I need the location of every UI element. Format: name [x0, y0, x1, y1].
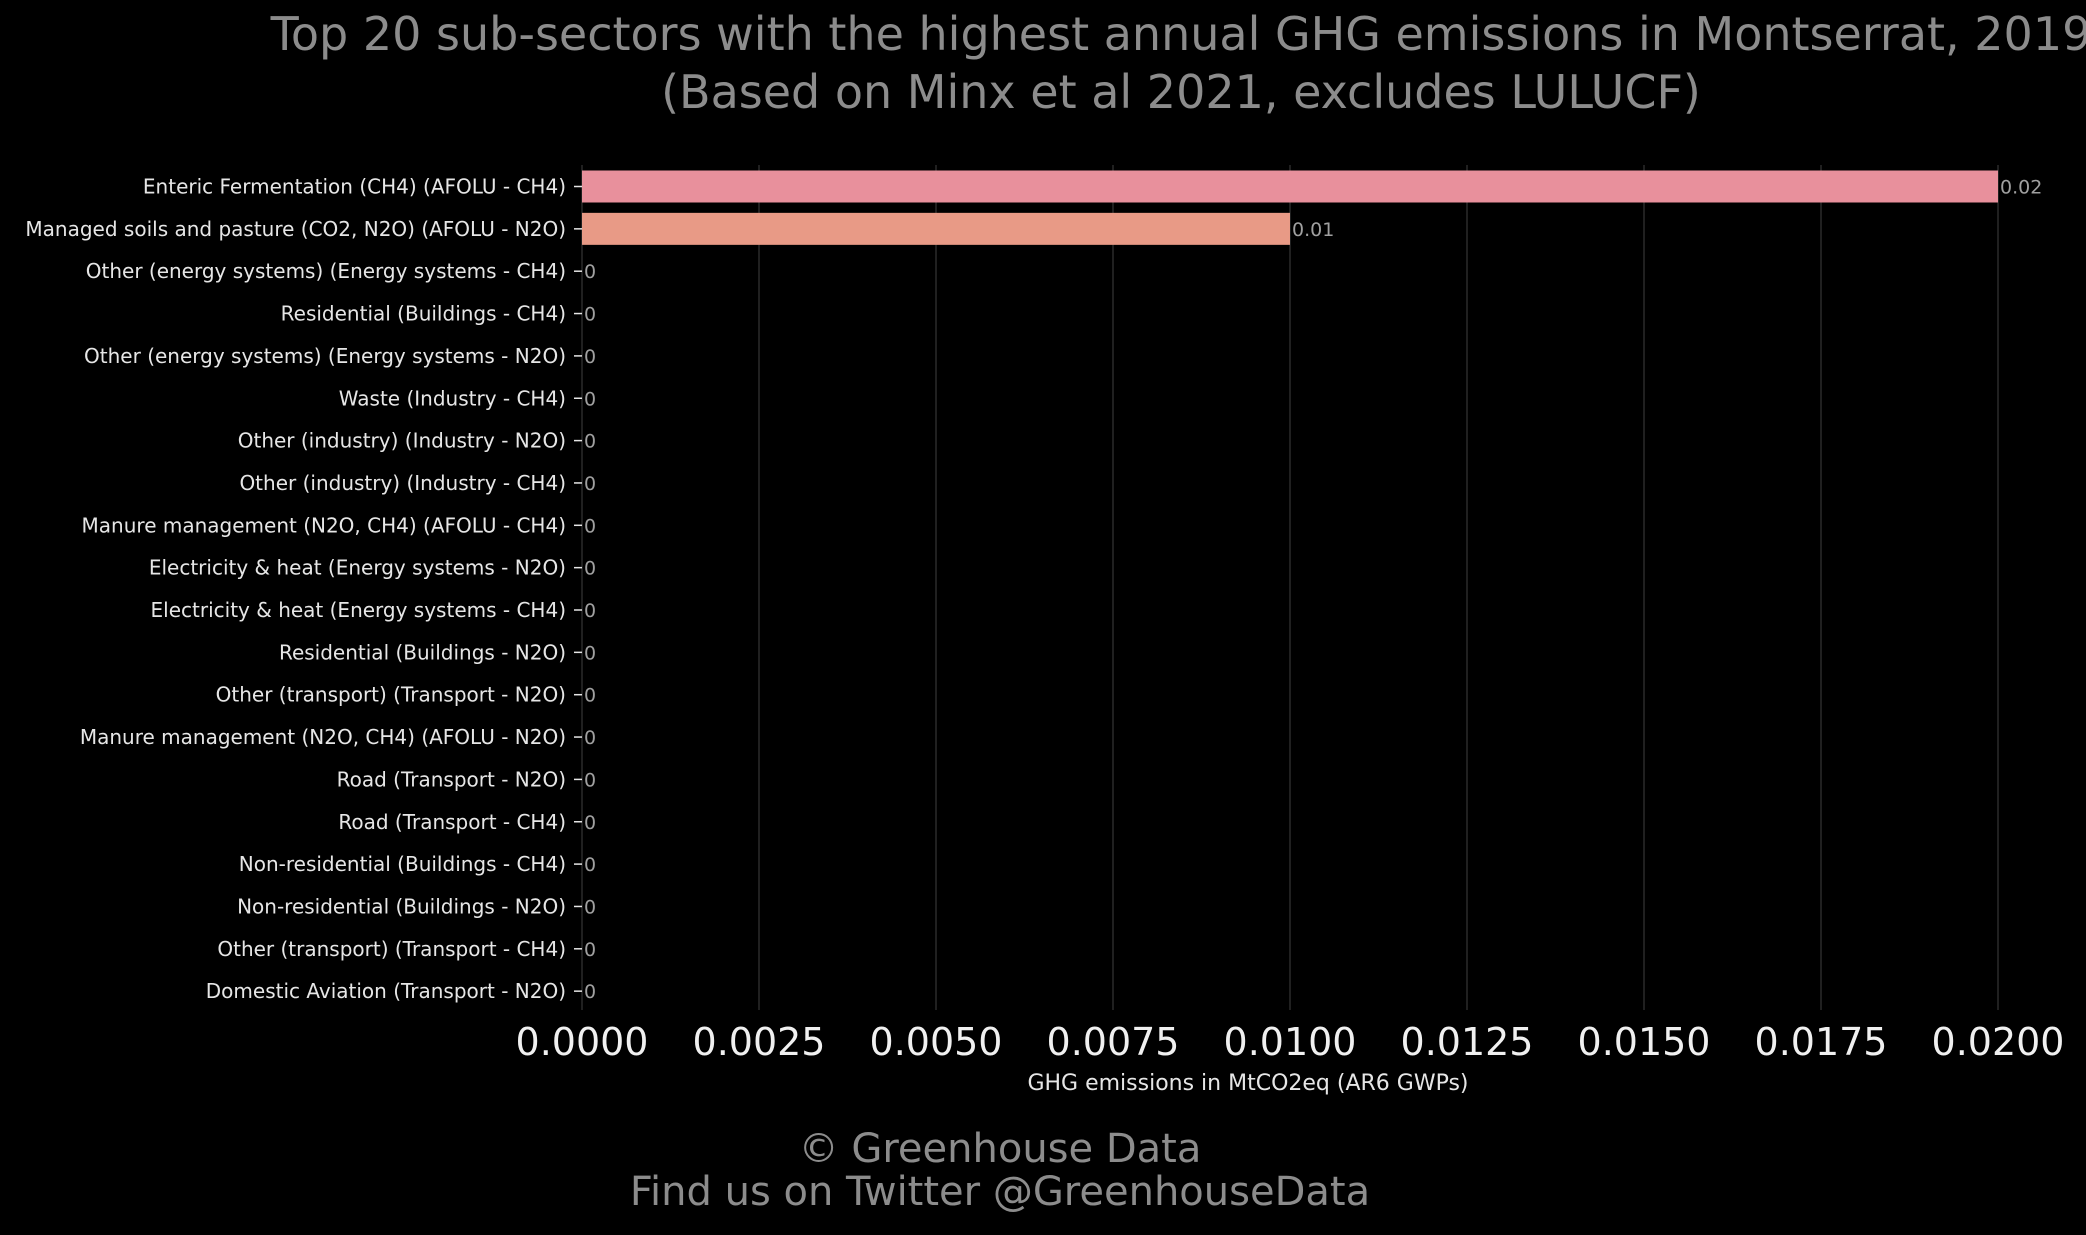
value-label: 0 [584, 642, 596, 664]
x-axis-ticks: 0.0000 0.0025 0.0050 0.0075 0.0100 0.0125 0.01… [516, 1020, 2065, 1064]
value-label: 0 [584, 896, 596, 918]
category-label: Managed soils and pasture (CO2, N2O) (AF… [25, 217, 566, 241]
value-label: 0 [584, 558, 596, 580]
value-label: 0 [584, 431, 596, 453]
category-label: Non-residential (Buildings - CH4) [239, 852, 566, 876]
value-label: 0 [584, 727, 596, 749]
category-label: Electricity & heat (Energy systems - N2O… [149, 556, 566, 580]
x-tick-label: 0.0125 [1401, 1020, 1534, 1064]
bar [582, 212, 1290, 245]
footer-twitter: Find us on Twitter @GreenhouseData [630, 1169, 1370, 1215]
value-label: 0.02 [2000, 177, 2042, 199]
value-label: 0 [584, 261, 596, 283]
value-label: 0 [584, 685, 596, 707]
category-label: Residential (Buildings - CH4) [281, 302, 566, 326]
value-labels: 0.02 0.01 0 0 0 0 0 0 0 0 0 0 0 0 0 0 0 0 0 0 [584, 177, 2042, 1004]
category-label: Other (transport) (Transport - CH4) [217, 937, 566, 961]
value-label: 0 [584, 939, 596, 961]
x-tick-label: 0.0000 [516, 1020, 649, 1064]
value-label: 0 [584, 981, 596, 1003]
category-label: Residential (Buildings - N2O) [279, 640, 566, 664]
value-label: 0 [584, 388, 596, 410]
x-axis-label: GHG emissions in MtCO2eq (AR6 GWPs) [1027, 1071, 1468, 1096]
category-label: Other (industry) (Industry - N2O) [238, 429, 566, 453]
category-label: Domestic Aviation (Transport - N2O) [206, 979, 566, 1003]
chart-subtitle: (Based on Minx et al 2021, excludes LULU… [661, 65, 1701, 119]
bars [582, 170, 1998, 245]
x-tick-label: 0.0050 [870, 1020, 1003, 1064]
value-label: 0 [584, 515, 596, 537]
category-label: Other (industry) (Industry - CH4) [239, 471, 566, 495]
x-tick-label: 0.0150 [1578, 1020, 1711, 1064]
value-label: 0 [584, 600, 596, 622]
category-label: Enteric Fermentation (CH4) (AFOLU - CH4) [143, 175, 566, 199]
category-label: Other (transport) (Transport - N2O) [216, 683, 566, 707]
category-label: Electricity & heat (Energy systems - CH4… [151, 598, 566, 622]
category-label: Manure management (N2O, CH4) (AFOLU - N2… [80, 725, 566, 749]
chart-title: Top 20 sub-sectors with the highest annu… [270, 7, 2086, 61]
value-label: 0 [584, 346, 596, 368]
value-label: 0 [584, 854, 596, 876]
value-label: 0 [584, 473, 596, 495]
value-label: 0 [584, 812, 596, 834]
value-label: 0 [584, 304, 596, 326]
footer-copyright: © Greenhouse Data [799, 1126, 1202, 1172]
grid-lines [581, 165, 1999, 1010]
x-tick-label: 0.0025 [693, 1020, 826, 1064]
x-tick-label: 0.0200 [1932, 1020, 2065, 1064]
category-label: Non-residential (Buildings - N2O) [237, 894, 566, 918]
category-labels: Enteric Fermentation (CH4) (AFOLU - CH4)… [25, 175, 582, 1003]
category-label: Road (Transport - N2O) [337, 767, 566, 791]
category-label: Manure management (N2O, CH4) (AFOLU - CH… [82, 513, 566, 537]
category-label: Waste (Industry - CH4) [339, 386, 566, 410]
value-label: 0.01 [1292, 219, 1334, 241]
category-label: Other (energy systems) (Energy systems -… [84, 344, 566, 368]
category-label: Road (Transport - CH4) [338, 810, 566, 834]
value-label: 0 [584, 769, 596, 791]
x-tick-label: 0.0100 [1224, 1020, 1357, 1064]
x-tick-label: 0.0075 [1047, 1020, 1180, 1064]
x-tick-label: 0.0175 [1755, 1020, 1888, 1064]
bar [582, 170, 1998, 203]
category-label: Other (energy systems) (Energy systems -… [86, 259, 566, 283]
